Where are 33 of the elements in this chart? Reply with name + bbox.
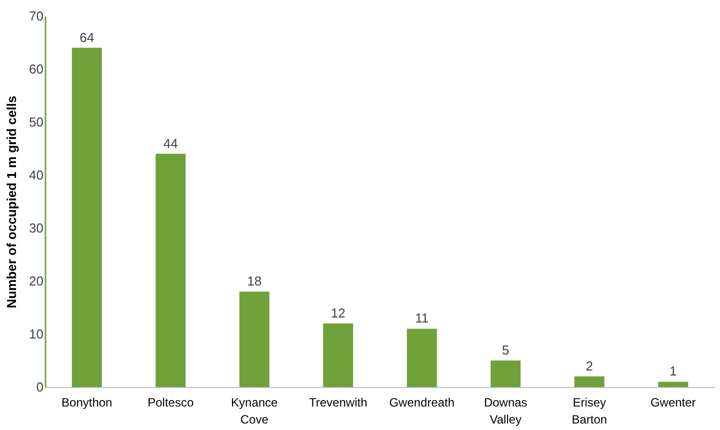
data-label: 5 [502, 342, 510, 358]
x-tick-label: Kynance Cove [231, 396, 278, 426]
x-tick-label: Erisey Barton [572, 396, 608, 426]
y-tick-label: 10 [29, 326, 44, 342]
x-tick-label: Gwenter [650, 396, 696, 410]
bar [658, 382, 688, 387]
x-tick-label: Poltesco [148, 396, 194, 410]
data-label: 11 [415, 310, 429, 326]
x-tick-label: Gwendreath [389, 396, 455, 410]
y-tick-label: 60 [29, 62, 44, 76]
bar [323, 323, 354, 387]
data-label: 1 [670, 364, 677, 379]
y-tick-label: 20 [29, 274, 44, 288]
bar [490, 360, 521, 387]
y-tick-label: 30 [29, 220, 44, 236]
data-label: 64 [80, 30, 94, 45]
y-axis-title: Number of occupied 1 m grid cells [4, 96, 20, 308]
x-tick-label: Downas Valley [484, 396, 528, 426]
y-tick-label: 50 [29, 114, 44, 130]
y-tick-label: 0 [36, 380, 44, 394]
bar [156, 154, 186, 387]
data-label: 18 [247, 274, 262, 289]
x-tick-label: Bonython [62, 396, 112, 410]
bar [406, 328, 437, 387]
y-tick-label: 40 [29, 168, 44, 182]
data-label: 12 [330, 305, 346, 320]
bar [239, 292, 270, 387]
data-label: 44 [163, 136, 178, 151]
bar [574, 376, 604, 387]
bar [72, 48, 102, 387]
data-label: 2 [586, 358, 593, 374]
y-tick-label: 70 [29, 8, 44, 24]
x-tick-label: Trevenwith [309, 396, 368, 410]
